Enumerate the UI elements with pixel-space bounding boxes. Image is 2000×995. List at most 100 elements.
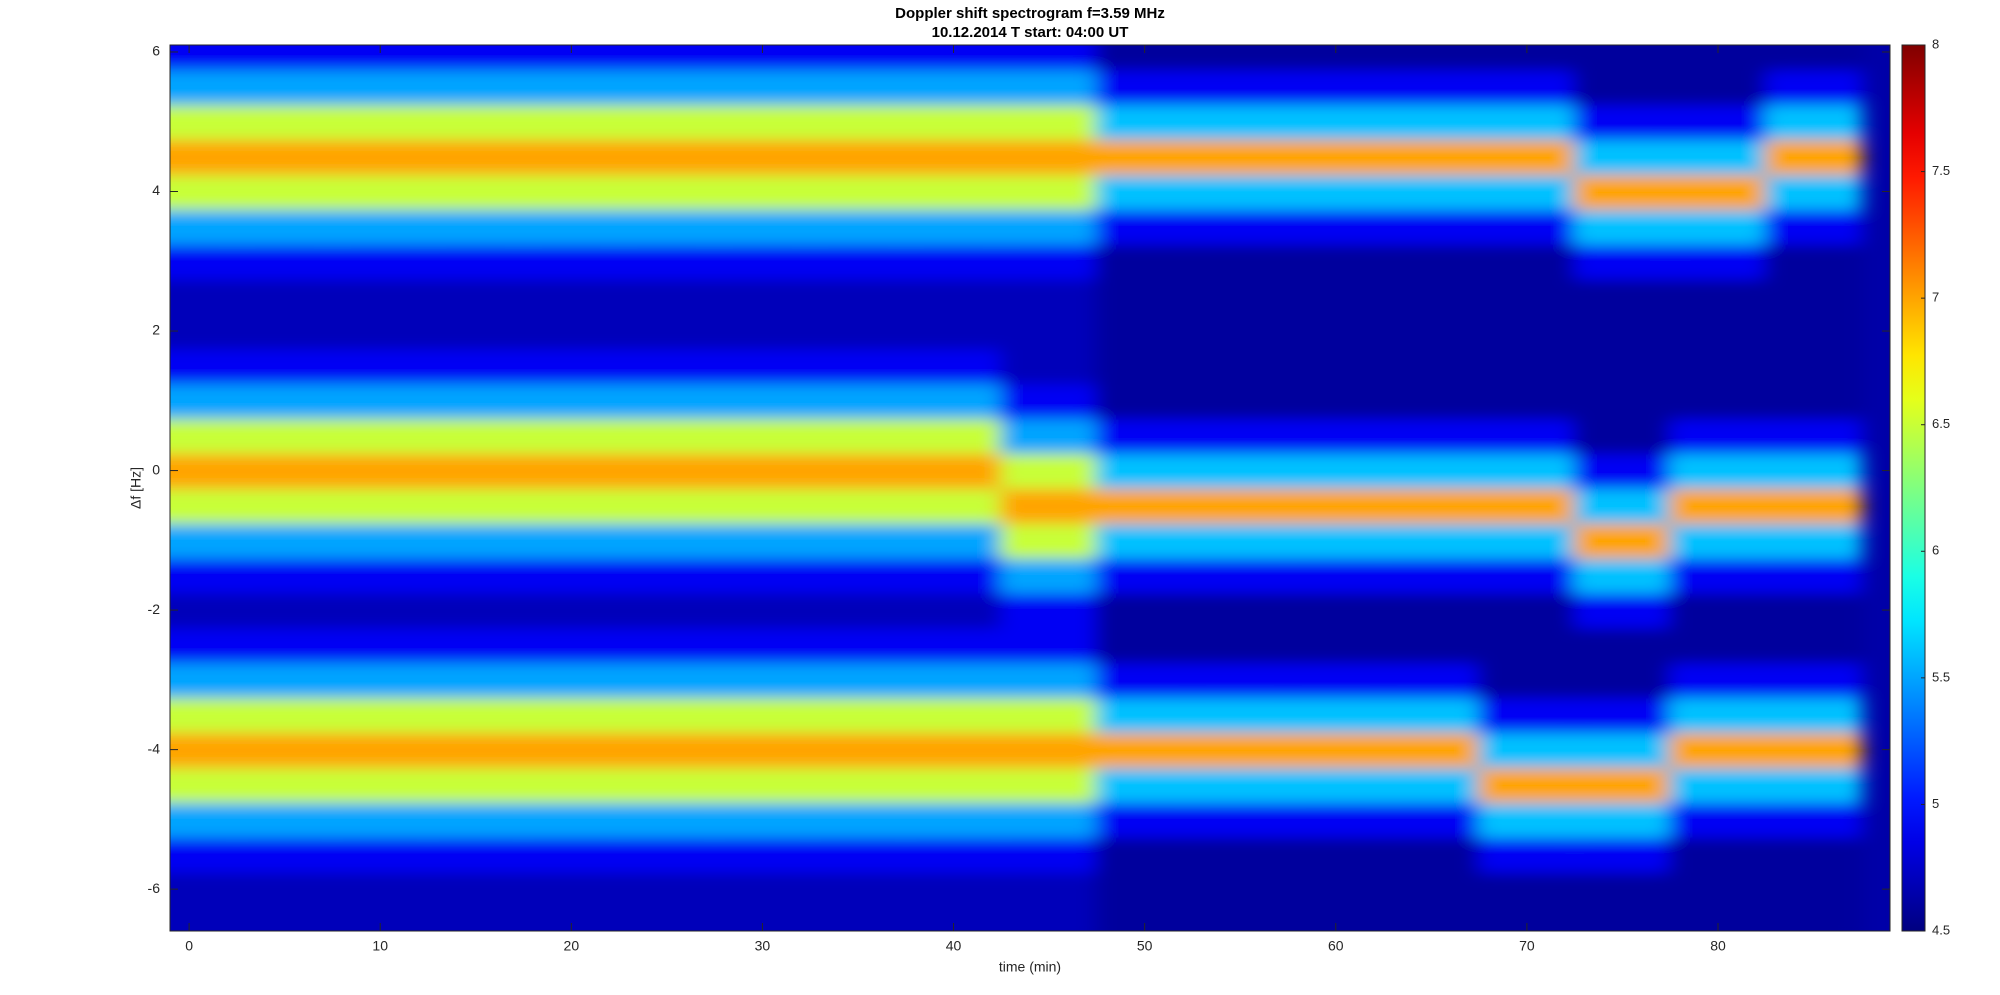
heatmap-cell	[1478, 487, 1576, 524]
heatmap-cell	[1573, 626, 1672, 664]
heatmap-cell	[1764, 696, 1863, 734]
heatmap-cell	[1382, 870, 1481, 908]
x-tick-label: 0	[185, 938, 193, 954]
heatmap-cell	[1669, 242, 1767, 280]
heatmap-cell	[235, 312, 334, 350]
heatmap-cell	[1287, 556, 1385, 594]
heatmap-cell	[1287, 242, 1385, 280]
heatmap-cell	[1764, 626, 1863, 664]
heatmap-cell	[1573, 382, 1672, 420]
heatmap-cell	[1478, 661, 1576, 699]
heatmap-cell	[1095, 731, 1194, 769]
heatmap-cell	[1382, 242, 1481, 280]
heatmap-cell	[1669, 661, 1767, 699]
heatmap-cell	[809, 417, 907, 455]
heatmap-cell	[1095, 382, 1194, 420]
heatmap-cell	[618, 103, 716, 141]
colorbar-tick-label: 5	[1932, 796, 1939, 811]
heatmap-cell	[904, 556, 1003, 594]
heatmap-cell	[1478, 382, 1576, 420]
heatmap-cell	[809, 138, 907, 176]
heatmap-cell	[1095, 277, 1194, 315]
heatmap-cell	[331, 382, 429, 420]
heatmap-cell	[1000, 731, 1098, 769]
heatmap-cell	[427, 312, 525, 350]
heatmap-cell	[713, 835, 812, 873]
heatmap-cell	[1669, 312, 1767, 350]
heatmap-cell	[713, 347, 812, 385]
heatmap-cell	[331, 731, 429, 769]
heatmap-cell	[1000, 138, 1098, 176]
heatmap-cell	[713, 312, 812, 350]
heatmap-cell	[1287, 382, 1385, 420]
heatmap-cell	[904, 452, 1003, 489]
heatmap-cell	[1095, 487, 1194, 524]
heatmap-cell	[1000, 591, 1098, 629]
heatmap-cell	[1000, 452, 1098, 489]
heatmap-cell	[1191, 138, 1289, 176]
heatmap-cell	[331, 661, 429, 699]
heatmap-cell	[1000, 417, 1098, 455]
plot-frame	[169, 44, 1891, 932]
heatmap-cell	[1191, 452, 1289, 489]
heatmap-cell	[1478, 731, 1576, 769]
heatmap-cell	[809, 696, 907, 734]
heatmap-cell	[1382, 800, 1481, 838]
heatmap-cell	[1573, 835, 1672, 873]
heatmap-cell	[522, 207, 621, 245]
heatmap-cell	[1764, 347, 1863, 385]
heatmap-cell	[1478, 347, 1576, 385]
heatmap-cell	[809, 487, 907, 524]
heatmap-cell	[1000, 870, 1098, 908]
x-tick-label: 20	[564, 938, 580, 954]
heatmap-cell	[1287, 277, 1385, 315]
heatmap-cell	[1000, 347, 1098, 385]
heatmap-cell	[1191, 556, 1289, 594]
heatmap-cell	[618, 382, 716, 420]
heatmap-cell	[1382, 905, 1481, 931]
heatmap-cell	[713, 521, 812, 559]
heatmap-cell	[427, 207, 525, 245]
heatmap-cell	[809, 103, 907, 141]
heatmap-cell	[1191, 45, 1289, 71]
heatmap-cell	[1478, 138, 1576, 176]
heatmap-cell	[809, 591, 907, 629]
heatmap-cell	[1191, 696, 1289, 734]
heatmap-cell	[1764, 870, 1863, 908]
heatmap-cell	[1764, 835, 1863, 873]
heatmap-cell	[1191, 417, 1289, 455]
heatmap-cell	[1095, 138, 1194, 176]
heatmap-cell	[1669, 626, 1767, 664]
heatmap-cell	[235, 277, 334, 315]
heatmap-cell	[1000, 835, 1098, 873]
heatmap-cell	[1191, 347, 1289, 385]
heatmap-cell	[1000, 207, 1098, 245]
heatmap-cell	[618, 347, 716, 385]
heatmap-cell	[235, 766, 334, 803]
heatmap-cell	[235, 905, 334, 931]
heatmap-cell	[904, 207, 1003, 245]
heatmap-cell	[427, 870, 525, 908]
heatmap-cell	[713, 138, 812, 176]
heatmap-cell	[427, 835, 525, 873]
heatmap-cell	[1764, 382, 1863, 420]
heatmap-cell	[1095, 452, 1194, 489]
heatmap-cell	[1000, 242, 1098, 280]
heatmap-cell	[618, 661, 716, 699]
heatmap-cell	[1764, 138, 1863, 176]
y-tick-label: 0	[152, 461, 160, 477]
heatmap-cell	[713, 277, 812, 315]
heatmap-cell	[235, 173, 334, 210]
heatmap-cell	[1382, 312, 1481, 350]
heatmap-cell	[1000, 487, 1098, 524]
heatmap-cell	[170, 277, 238, 315]
heatmap-cell	[235, 835, 334, 873]
chart-subtitle: 10.12.2014 T start: 04:00 UT	[932, 24, 1129, 41]
heatmap-cell	[713, 417, 812, 455]
heatmap-cell	[713, 68, 812, 106]
heatmap-cell	[170, 452, 238, 489]
y-tick-label: -6	[148, 880, 161, 896]
heatmap-cell	[904, 173, 1003, 210]
heatmap-cell	[170, 242, 238, 280]
